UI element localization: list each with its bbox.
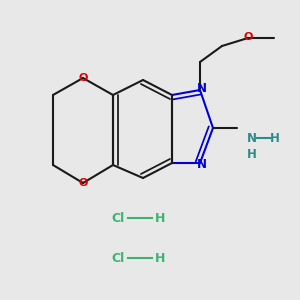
Text: N: N bbox=[247, 131, 257, 145]
Text: H: H bbox=[247, 148, 257, 161]
Text: H: H bbox=[270, 131, 280, 145]
Text: O: O bbox=[78, 73, 88, 83]
Text: H: H bbox=[155, 212, 165, 224]
Text: N: N bbox=[197, 82, 207, 95]
Text: O: O bbox=[243, 32, 253, 42]
Text: O: O bbox=[78, 178, 88, 188]
Text: N: N bbox=[197, 158, 207, 170]
Text: Cl: Cl bbox=[111, 251, 124, 265]
Text: Cl: Cl bbox=[111, 212, 124, 224]
Text: H: H bbox=[155, 251, 165, 265]
